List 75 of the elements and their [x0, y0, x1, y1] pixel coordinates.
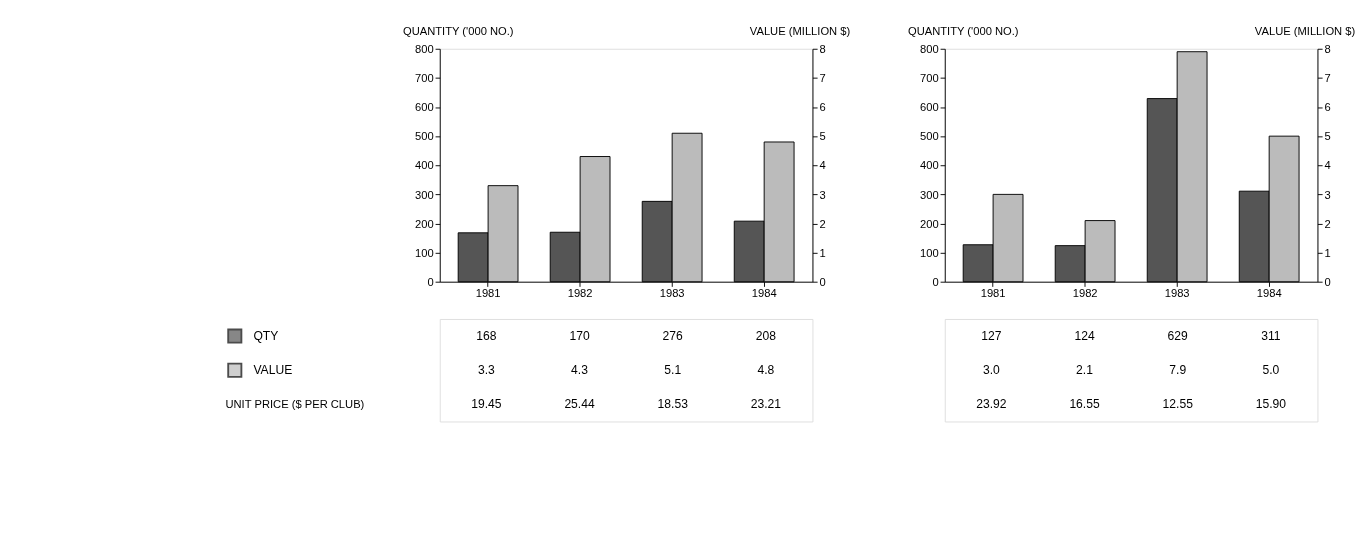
- data-label: 5.1: [664, 362, 682, 377]
- legend-label: VALUE: [253, 362, 293, 377]
- y-tick-label: 400: [415, 159, 434, 172]
- legend-label: QTY: [253, 328, 279, 343]
- y-tick-label: 800: [920, 42, 939, 55]
- data-label: 276: [662, 328, 684, 343]
- y2-tick-label: 6: [1324, 101, 1331, 114]
- text: 15.90: [1255, 397, 1287, 412]
- data-label: 170: [569, 328, 590, 343]
- y-tick-label: 0: [932, 275, 939, 288]
- data-label: 3.0: [982, 362, 1001, 377]
- x-tick-label: 1983: [1164, 287, 1190, 300]
- y-tick-label: 700: [415, 72, 434, 85]
- y2-tick-label: 0: [1324, 275, 1331, 288]
- y2-tick-label: 2: [1324, 217, 1331, 230]
- data-label: 208: [755, 328, 777, 343]
- data-label: 5.0: [1262, 362, 1280, 377]
- y2-tick-label: 4: [819, 159, 826, 172]
- y2-tick-label: 5: [1324, 130, 1331, 143]
- text: 23.21: [750, 397, 782, 412]
- x-tick-label: 1981: [980, 287, 1006, 300]
- data-label: 629: [1167, 328, 1189, 343]
- text: UNIT PRICE ($ PER CLUB): [225, 398, 365, 411]
- data-label: 124: [1074, 328, 1095, 343]
- y-tick-label: 200: [920, 217, 939, 230]
- y-tick-label: 300: [920, 188, 939, 201]
- y-tick-label: 300: [415, 188, 434, 201]
- data-label: 7.9: [1169, 362, 1187, 377]
- data-label: 168: [476, 328, 497, 343]
- x-tick-label: 1984: [751, 287, 777, 300]
- y-tick-label: 500: [415, 130, 434, 143]
- y2-tick-label: 2: [819, 217, 826, 230]
- y-tick-label: 100: [920, 246, 939, 259]
- y-tick-label: 0: [427, 275, 434, 288]
- y2-tick-label: 3: [1324, 188, 1331, 201]
- text: 18.53: [657, 397, 689, 412]
- x-tick-label: 1982: [1072, 287, 1098, 300]
- y-tick-label: 600: [415, 101, 434, 114]
- y-tick-label: 200: [415, 217, 434, 230]
- y2-axis-title: VALUE (MILLION $): [1254, 25, 1356, 38]
- y-axis-title: QUANTITY ('000 NO.): [907, 25, 1019, 38]
- x-tick-label: 1982: [567, 287, 593, 300]
- data-label: 4.8: [757, 362, 775, 377]
- y-tick-label: 100: [415, 246, 434, 259]
- data-label: 2.1: [1076, 362, 1094, 377]
- x-tick-label: 1981: [475, 287, 501, 300]
- y2-tick-label: 8: [819, 42, 826, 55]
- y2-tick-label: 5: [819, 130, 826, 143]
- y-tick-label: 400: [920, 159, 939, 172]
- data-label: 4.3: [571, 362, 589, 377]
- y2-tick-label: 1: [1324, 246, 1331, 259]
- y2-tick-label: 0: [819, 275, 826, 288]
- x-tick-label: 1983: [659, 287, 685, 300]
- y-axis-title: QUANTITY ('000 NO.): [402, 25, 514, 38]
- text: 12.55: [1162, 397, 1194, 412]
- y2-tick-label: 7: [1324, 72, 1331, 85]
- y2-tick-label: 7: [819, 72, 826, 85]
- y-tick-label: 800: [415, 42, 434, 55]
- data-label: 127: [981, 328, 1002, 343]
- data-label: 311: [1261, 328, 1281, 343]
- text: 16.55: [1069, 397, 1100, 412]
- y2-axis-title: VALUE (MILLION $): [749, 25, 851, 38]
- y-tick-label: 500: [920, 130, 939, 143]
- y2-tick-label: 6: [819, 101, 826, 114]
- y-tick-label: 600: [920, 101, 939, 114]
- y2-tick-label: 8: [1324, 42, 1331, 55]
- text: 19.45: [471, 397, 502, 412]
- y2-tick-label: 3: [819, 188, 826, 201]
- data-label: 3.3: [477, 362, 496, 377]
- text: 23.92: [976, 397, 1007, 412]
- y-tick-label: 700: [920, 72, 939, 85]
- y2-tick-label: 1: [819, 246, 826, 259]
- y2-tick-label: 4: [1324, 159, 1331, 172]
- text: 25.44: [564, 397, 595, 412]
- x-tick-label: 1984: [1256, 287, 1282, 300]
